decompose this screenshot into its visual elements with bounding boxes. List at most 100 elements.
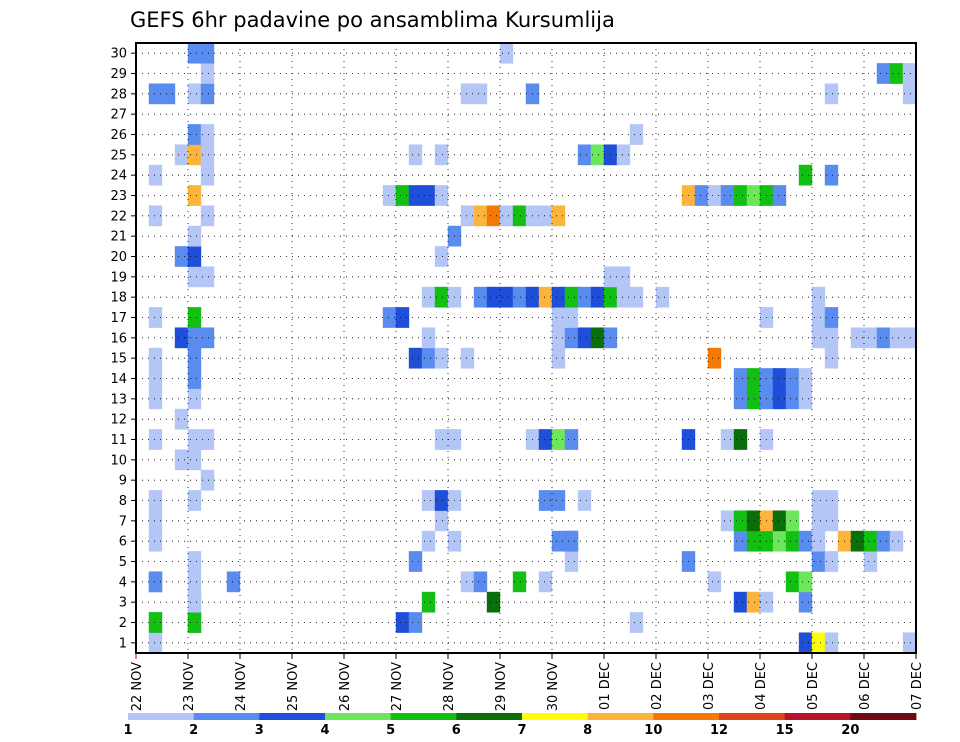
heatmap-cell	[187, 449, 202, 471]
heatmap-cell	[395, 185, 410, 206]
x-tick-label: 27 NOV	[390, 662, 405, 711]
heatmap-cell	[148, 164, 163, 186]
heatmap-cell	[746, 591, 761, 613]
heatmap-cell	[577, 144, 592, 166]
y-tick-label: 22	[110, 209, 127, 224]
y-tick-label: 30	[110, 47, 127, 62]
y-tick-label: 15	[110, 352, 127, 367]
y-tick-label: 24	[110, 169, 127, 184]
colorbar-swatch	[653, 713, 720, 720]
grid-lines	[136, 43, 916, 653]
heatmap-cell	[473, 286, 488, 308]
heatmap-cell	[811, 632, 826, 654]
heatmap-cell	[811, 307, 826, 328]
heatmap-cell	[200, 164, 215, 186]
heatmap-cell	[577, 490, 592, 511]
y-tick-label: 19	[110, 270, 127, 285]
heatmap-cell	[538, 571, 553, 593]
heatmap-cell	[889, 530, 904, 552]
heatmap-cell	[889, 327, 904, 349]
y-tick-label: 28	[110, 87, 127, 102]
heatmap-cell	[733, 388, 748, 410]
heatmap-cell	[538, 286, 553, 308]
y-tick-label: 1	[119, 636, 127, 651]
y-tick-label: 29	[110, 67, 127, 82]
y-tick-label: 25	[110, 148, 127, 163]
heatmap-cell	[174, 144, 189, 166]
heatmap-cell	[200, 63, 215, 84]
heatmap-cell	[200, 205, 215, 227]
colorbar-label: 8	[583, 723, 592, 738]
heatmap-cell	[148, 307, 163, 328]
x-tick-label: 23 NOV	[182, 662, 197, 711]
y-tick-label: 9	[119, 474, 127, 489]
heatmap-cell	[187, 612, 202, 633]
colorbar-label: 1	[123, 723, 132, 738]
heatmap-cell	[798, 388, 813, 410]
heatmap-cell	[538, 429, 553, 450]
colorbar-label: 10	[644, 723, 662, 738]
heatmap-cell	[187, 307, 202, 328]
x-tick-label: 01 DEC	[598, 662, 613, 710]
heatmap-cell	[811, 286, 826, 308]
heatmap-cell	[824, 327, 839, 349]
heatmap-cell	[785, 571, 800, 593]
heatmap-cell	[161, 83, 176, 105]
heatmap-cell	[187, 124, 202, 145]
heatmap-cell	[811, 551, 826, 572]
x-axis: 22 NOV 23 NOV 24 NOV 25 NOV 26 NOV 27 NOV 28 N…	[130, 653, 925, 711]
heatmap-cell	[590, 327, 605, 349]
heatmap-cell	[148, 510, 163, 532]
colorbar-swatch	[193, 713, 260, 720]
heatmap-cell	[421, 347, 436, 369]
heatmap-cell	[746, 510, 761, 532]
heatmap-cell	[850, 327, 865, 349]
heatmap-cell	[824, 551, 839, 572]
heatmap-cell	[733, 591, 748, 613]
heatmap-cell	[187, 490, 202, 511]
heatmap-cell	[408, 612, 423, 633]
heatmap-cell	[824, 347, 839, 369]
x-tick-label: 05 DEC	[806, 662, 821, 710]
heatmap-cell	[148, 368, 163, 389]
x-tick-label: 30 NOV	[546, 662, 561, 711]
heatmap-cell	[421, 530, 436, 552]
heatmap-cell	[902, 63, 917, 84]
heatmap-cell	[148, 530, 163, 552]
heatmap-cell	[382, 307, 397, 328]
heatmap-cell	[590, 144, 605, 166]
heatmap-cell	[187, 571, 202, 593]
heatmap-cell	[733, 429, 748, 450]
heatmap-cell	[486, 286, 501, 308]
heatmap-cell	[720, 429, 735, 450]
heatmap-cell	[512, 571, 527, 593]
x-tick-label: 02 DEC	[650, 662, 665, 710]
heatmap-cell	[876, 530, 891, 552]
heatmap-cell	[148, 83, 163, 105]
heatmap-cell	[733, 368, 748, 389]
heatmap-cell	[577, 327, 592, 349]
heatmap-cell	[772, 368, 787, 389]
x-tick-label: 24 NOV	[234, 662, 249, 711]
heatmap-cell	[187, 83, 202, 105]
heatmap-cell	[486, 205, 501, 227]
heatmap-cell	[551, 530, 566, 552]
heatmap-cell	[811, 490, 826, 511]
heatmap-cell	[148, 347, 163, 369]
heatmap-cell	[798, 591, 813, 613]
colorbar-swatch	[522, 713, 589, 720]
heatmap-cell	[798, 632, 813, 654]
x-tick-label: 25 NOV	[286, 662, 301, 711]
heatmap-cell	[551, 205, 566, 227]
colorbar-label: 12	[710, 723, 728, 738]
heatmap-cell	[798, 368, 813, 389]
colorbar-swatch	[784, 713, 851, 720]
heatmap-cell	[772, 510, 787, 532]
heatmap-cell	[460, 83, 475, 105]
heatmap-cell	[200, 327, 215, 349]
heatmap-cell	[538, 205, 553, 227]
heatmap-cell	[694, 185, 709, 206]
heatmap-cell	[772, 530, 787, 552]
y-tick-label: 17	[110, 311, 127, 326]
